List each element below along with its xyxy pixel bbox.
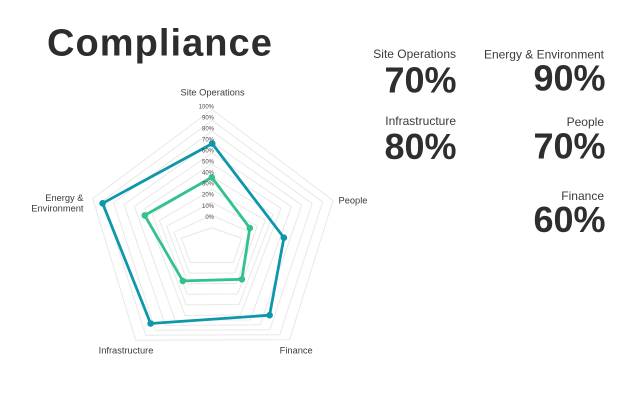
svg-text:30%: 30% [202, 182, 215, 188]
svg-text:20%: 20% [202, 193, 215, 199]
svg-text:70%: 70% [384, 59, 456, 100]
svg-text:90%: 90% [202, 115, 215, 121]
svg-text:Energy &: Energy & [45, 193, 84, 203]
svg-text:10%: 10% [202, 204, 215, 210]
svg-text:Infrastructure: Infrastructure [385, 114, 456, 128]
svg-text:Site Operations: Site Operations [373, 47, 456, 61]
svg-text:90%: 90% [533, 57, 605, 98]
svg-text:Compliance: Compliance [47, 23, 273, 65]
svg-text:80%: 80% [202, 127, 215, 133]
svg-text:Infrastructure: Infrastructure [99, 345, 154, 355]
svg-text:60%: 60% [533, 199, 605, 240]
svg-text:70%: 70% [533, 125, 605, 166]
svg-text:Environment: Environment [31, 204, 84, 214]
svg-text:80%: 80% [384, 126, 456, 167]
svg-text:0%: 0% [205, 215, 214, 221]
svg-text:Finance: Finance [280, 345, 313, 355]
svg-text:Finance: Finance [561, 189, 604, 203]
svg-text:40%: 40% [202, 171, 215, 177]
svg-text:100%: 100% [199, 104, 215, 110]
svg-text:People: People [567, 115, 605, 129]
svg-text:60%: 60% [202, 149, 215, 155]
svg-text:50%: 50% [202, 160, 215, 166]
svg-text:People: People [339, 195, 368, 205]
svg-text:70%: 70% [202, 138, 215, 144]
svg-text:Site Operations: Site Operations [181, 88, 245, 98]
svg-text:Energy & Environment: Energy & Environment [484, 48, 605, 62]
